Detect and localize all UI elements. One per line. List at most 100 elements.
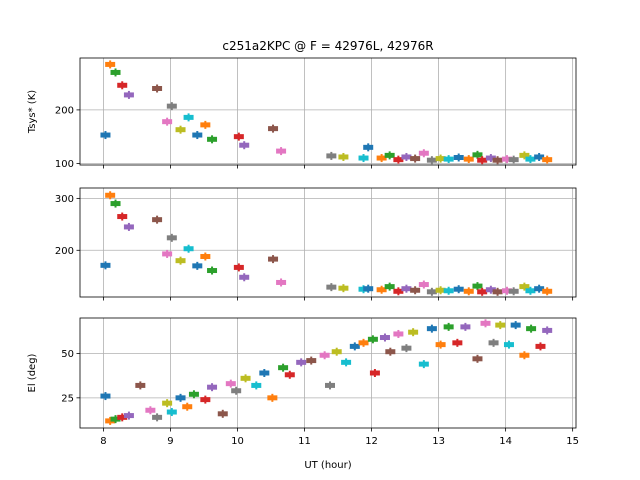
data-point xyxy=(525,155,536,164)
data-point xyxy=(284,370,295,379)
data-point xyxy=(326,151,337,160)
data-point xyxy=(276,147,287,156)
data-point xyxy=(267,393,278,402)
data-point xyxy=(325,381,336,390)
data-point xyxy=(363,143,374,152)
data-point xyxy=(401,152,412,161)
data-point xyxy=(472,150,483,159)
data-point xyxy=(251,381,262,390)
data-point xyxy=(384,151,395,160)
data-point xyxy=(477,287,488,296)
data-point xyxy=(443,322,454,331)
data-point xyxy=(200,395,211,404)
data-points xyxy=(100,60,553,165)
data-point xyxy=(358,154,369,163)
data-point xyxy=(401,284,412,293)
data-point xyxy=(239,273,250,282)
data-point xyxy=(231,386,242,395)
x-tick-label: 12 xyxy=(365,436,378,447)
data-point xyxy=(384,282,395,291)
data-point xyxy=(306,356,317,365)
data-point xyxy=(182,402,193,411)
data-point xyxy=(367,335,378,344)
y-tick-label: 25 xyxy=(61,393,74,404)
chart-title: c251a2KPC @ F = 42976L, 42976R xyxy=(222,39,433,53)
y-tick-label: 200 xyxy=(55,105,74,116)
data-point xyxy=(162,399,173,408)
data-point xyxy=(331,347,342,356)
data-point xyxy=(123,411,134,420)
data-point xyxy=(268,124,279,133)
x-tick-label: 15 xyxy=(566,436,579,447)
data-point xyxy=(175,256,186,265)
x-tick-label: 10 xyxy=(231,436,244,447)
data-point xyxy=(472,282,483,291)
data-point xyxy=(426,324,437,333)
data-point xyxy=(152,84,163,93)
data-point xyxy=(240,374,251,383)
x-tick-label: 9 xyxy=(167,436,173,447)
data-point xyxy=(233,263,244,272)
data-point xyxy=(338,152,349,161)
data-point xyxy=(100,392,111,401)
x-tick-label: 14 xyxy=(499,436,512,447)
data-point xyxy=(207,383,218,392)
data-point xyxy=(480,319,491,328)
data-point xyxy=(401,344,412,353)
data-point xyxy=(296,358,307,367)
data-point xyxy=(410,286,421,295)
data-point xyxy=(453,285,464,294)
y-tick-label: 300 xyxy=(55,194,74,205)
data-point xyxy=(519,282,530,291)
data-point xyxy=(200,252,211,261)
data-point xyxy=(410,154,421,163)
data-point xyxy=(435,340,446,349)
data-point xyxy=(175,393,186,402)
data-point xyxy=(110,68,121,77)
data-point xyxy=(152,413,163,422)
data-point xyxy=(472,354,483,363)
data-point xyxy=(463,287,474,296)
data-point xyxy=(233,132,244,141)
panel-frame xyxy=(79,187,577,298)
data-point xyxy=(492,287,503,296)
data-point xyxy=(453,153,464,162)
data-point xyxy=(326,283,337,292)
panel-frame xyxy=(79,57,577,166)
data-point xyxy=(341,358,352,367)
data-point xyxy=(192,131,203,140)
data-point xyxy=(385,347,396,356)
data-point xyxy=(393,287,404,296)
data-point xyxy=(408,328,419,337)
data-point xyxy=(192,261,203,270)
data-point xyxy=(110,199,121,208)
data-point xyxy=(418,280,429,289)
data-point xyxy=(123,222,134,231)
data-point xyxy=(460,322,471,331)
y-axis-label: El (deg) xyxy=(27,353,38,392)
data-point xyxy=(393,155,404,164)
data-point xyxy=(217,409,228,418)
data-point xyxy=(105,191,116,200)
data-point xyxy=(239,141,250,150)
data-point xyxy=(525,286,536,295)
data-point xyxy=(117,212,128,221)
data-point xyxy=(349,342,360,351)
data-point xyxy=(369,369,380,377)
y-tick-label: 50 xyxy=(61,349,74,360)
data-point xyxy=(443,286,454,295)
x-axis-label: UT (hour) xyxy=(304,460,351,471)
data-point xyxy=(535,342,546,351)
data-point xyxy=(100,131,111,140)
data-point xyxy=(100,261,111,270)
data-point xyxy=(123,90,134,99)
data-points xyxy=(100,191,553,296)
data-point xyxy=(358,338,369,347)
panels: 100 200 Tsys* (K) 200 300 8 9 10 11 12 13 14 15 25 50 E… xyxy=(27,57,579,447)
data-point xyxy=(152,215,163,224)
data-point xyxy=(393,329,404,338)
data-point xyxy=(105,60,116,69)
data-point xyxy=(376,154,387,163)
data-point xyxy=(338,284,349,293)
data-point xyxy=(183,113,194,122)
